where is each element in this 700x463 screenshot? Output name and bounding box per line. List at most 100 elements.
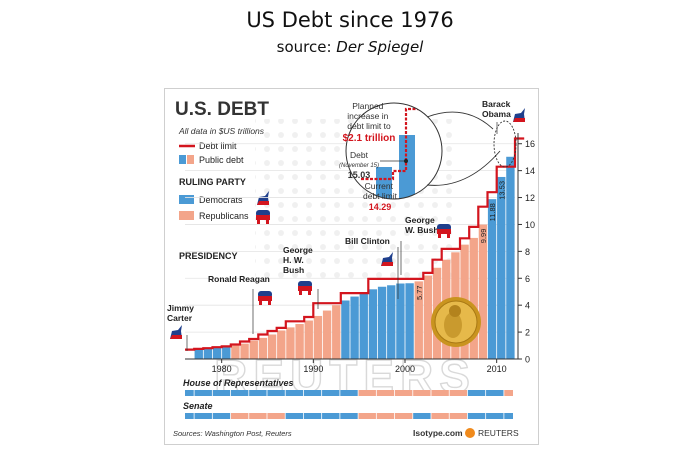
president-name: George W. Bush <box>405 215 439 235</box>
subtitle-prefix: source: <box>276 38 337 56</box>
bar-2007 <box>469 237 478 359</box>
bar-1997 <box>377 286 387 359</box>
bar-1988 <box>295 324 304 359</box>
president-name: Ronald Reagan <box>208 274 270 284</box>
president-1: Ronald Reagan <box>208 274 272 334</box>
democrat-donkey-icon <box>381 252 393 266</box>
zoom-connector <box>426 111 501 186</box>
zoom-circle-border <box>345 102 443 200</box>
bar-2008 <box>478 224 488 359</box>
reuters-brand: REUTERS <box>478 428 519 438</box>
callout-planned-text: Planned increase in debt limit to <box>347 101 391 131</box>
bar-1978 <box>203 348 213 359</box>
callout-current-text: Current debt limit <box>363 181 398 201</box>
zoom-target-ellipse <box>493 120 517 168</box>
bar-1989 <box>304 320 313 359</box>
legend: Debt limit Public debt RULING PARTY Demo… <box>179 141 249 261</box>
legend-republicans-label: Republicans <box>199 211 249 221</box>
sources-text: Sources: Washington Post, Reuters <box>173 429 292 438</box>
congress-segment <box>412 413 431 419</box>
president-3: Bill Clinton <box>345 236 399 299</box>
y-tick-label: 4 <box>525 301 530 311</box>
bar-1993 <box>341 300 350 359</box>
y-tick-label: 8 <box>525 247 530 257</box>
congress-segment <box>185 390 359 396</box>
bar-1977 <box>194 349 203 359</box>
subtitle-source: Der Spiegel <box>336 38 424 56</box>
gold-coin <box>431 297 481 347</box>
zoom-debt-limit <box>361 107 430 181</box>
bar-1998 <box>387 285 396 359</box>
congress-strips: House of Representatives Senate <box>183 378 513 419</box>
bar-value-label-2001: 5.77 <box>415 285 424 300</box>
bar-2011 <box>506 156 515 359</box>
legend-presidency-heading: PRESIDENCY <box>179 251 238 261</box>
isotype-brand: Isotype.com <box>413 428 463 438</box>
bar-1991 <box>322 310 332 359</box>
president-5: Barack Obama <box>482 99 525 134</box>
bar-1981 <box>231 345 240 359</box>
republican-elephant-icon <box>437 224 451 238</box>
panel-note: All data in $US trillions <box>178 126 265 136</box>
bar-2001 <box>414 281 423 359</box>
callout-planned-value: $2.1 trillion <box>343 133 396 144</box>
bar-value-label-2008: 9.99 <box>479 229 488 244</box>
callout-current-value: 14.29 <box>369 202 392 212</box>
debt-chart: REUTERS U.S. DEBT All data in $US trilli… <box>167 99 535 438</box>
democrat-donkey-icon <box>513 108 525 122</box>
president-4: George W. Bush <box>400 215 451 275</box>
bar-1992 <box>332 305 341 359</box>
legend-public-debt-swatch-dem <box>179 155 186 164</box>
y-tick-label: 10 <box>525 220 535 230</box>
bar-1994 <box>350 296 359 359</box>
y-tick-label: 0 <box>525 355 530 365</box>
legend-democrats-label: Democrats <box>199 195 243 205</box>
y-tick-label: 2 <box>525 328 530 338</box>
president-name: Barack Obama <box>482 99 511 119</box>
legend-republicans-swatch <box>179 211 194 220</box>
bar-2010 <box>497 176 506 359</box>
x-tick-label: 1980 <box>212 364 232 374</box>
bar-1984 <box>258 337 268 359</box>
infographic-panel: REUTERS U.S. DEBT All data in $US trilli… <box>164 88 539 445</box>
bar-1999 <box>396 283 405 359</box>
bar-1986 <box>277 330 286 359</box>
house-label: House of Representatives <box>183 378 294 388</box>
congress-segment <box>503 390 513 396</box>
reuters-logo-icon <box>465 428 475 438</box>
page-title: US Debt since 1976 <box>246 8 454 32</box>
bar-1979 <box>212 347 222 359</box>
bar-1983 <box>249 340 258 359</box>
republican-elephant-icon <box>256 210 270 224</box>
bar-1995 <box>359 292 368 359</box>
x-tick-label: 2000 <box>395 364 415 374</box>
congress-segment <box>358 413 413 419</box>
bar-value-label-2009: 11.88 <box>488 203 497 221</box>
legend-public-debt-label: Public debt <box>199 155 244 165</box>
democrat-donkey-icon <box>170 325 182 339</box>
bar-1982 <box>240 343 249 359</box>
democrat-donkey-icon <box>257 191 269 205</box>
panel-title: U.S. DEBT <box>175 99 269 120</box>
page-subtitle: source: Der Spiegel <box>0 38 700 56</box>
zoom-circle-bg <box>346 103 442 199</box>
y-tick-label: 14 <box>525 166 535 176</box>
congress-segment <box>230 413 286 419</box>
bar-value-label-2010: 13.53 <box>497 181 506 200</box>
y-tick-label: 12 <box>525 193 535 203</box>
bar-1990 <box>313 315 323 359</box>
legend-ruling-party-heading: RULING PARTY <box>179 177 246 187</box>
y-tick-label: 16 <box>525 139 535 149</box>
debt-limit-line <box>185 137 525 351</box>
president-name: Jimmy Carter <box>167 303 194 323</box>
bar-1996 <box>368 289 378 359</box>
callout-debt-label: Debt <box>350 150 369 160</box>
senate-label: Senate <box>183 401 213 411</box>
president-name: George H. W. Bush <box>283 245 313 275</box>
bar-1980 <box>222 346 231 359</box>
bar-2009 <box>487 199 497 359</box>
callout-debt-value: 15.03 <box>348 170 371 180</box>
president-2: George H. W. Bush <box>283 245 319 309</box>
legend-public-debt-swatch-rep <box>187 155 194 164</box>
legend-democrats-swatch <box>179 195 194 204</box>
